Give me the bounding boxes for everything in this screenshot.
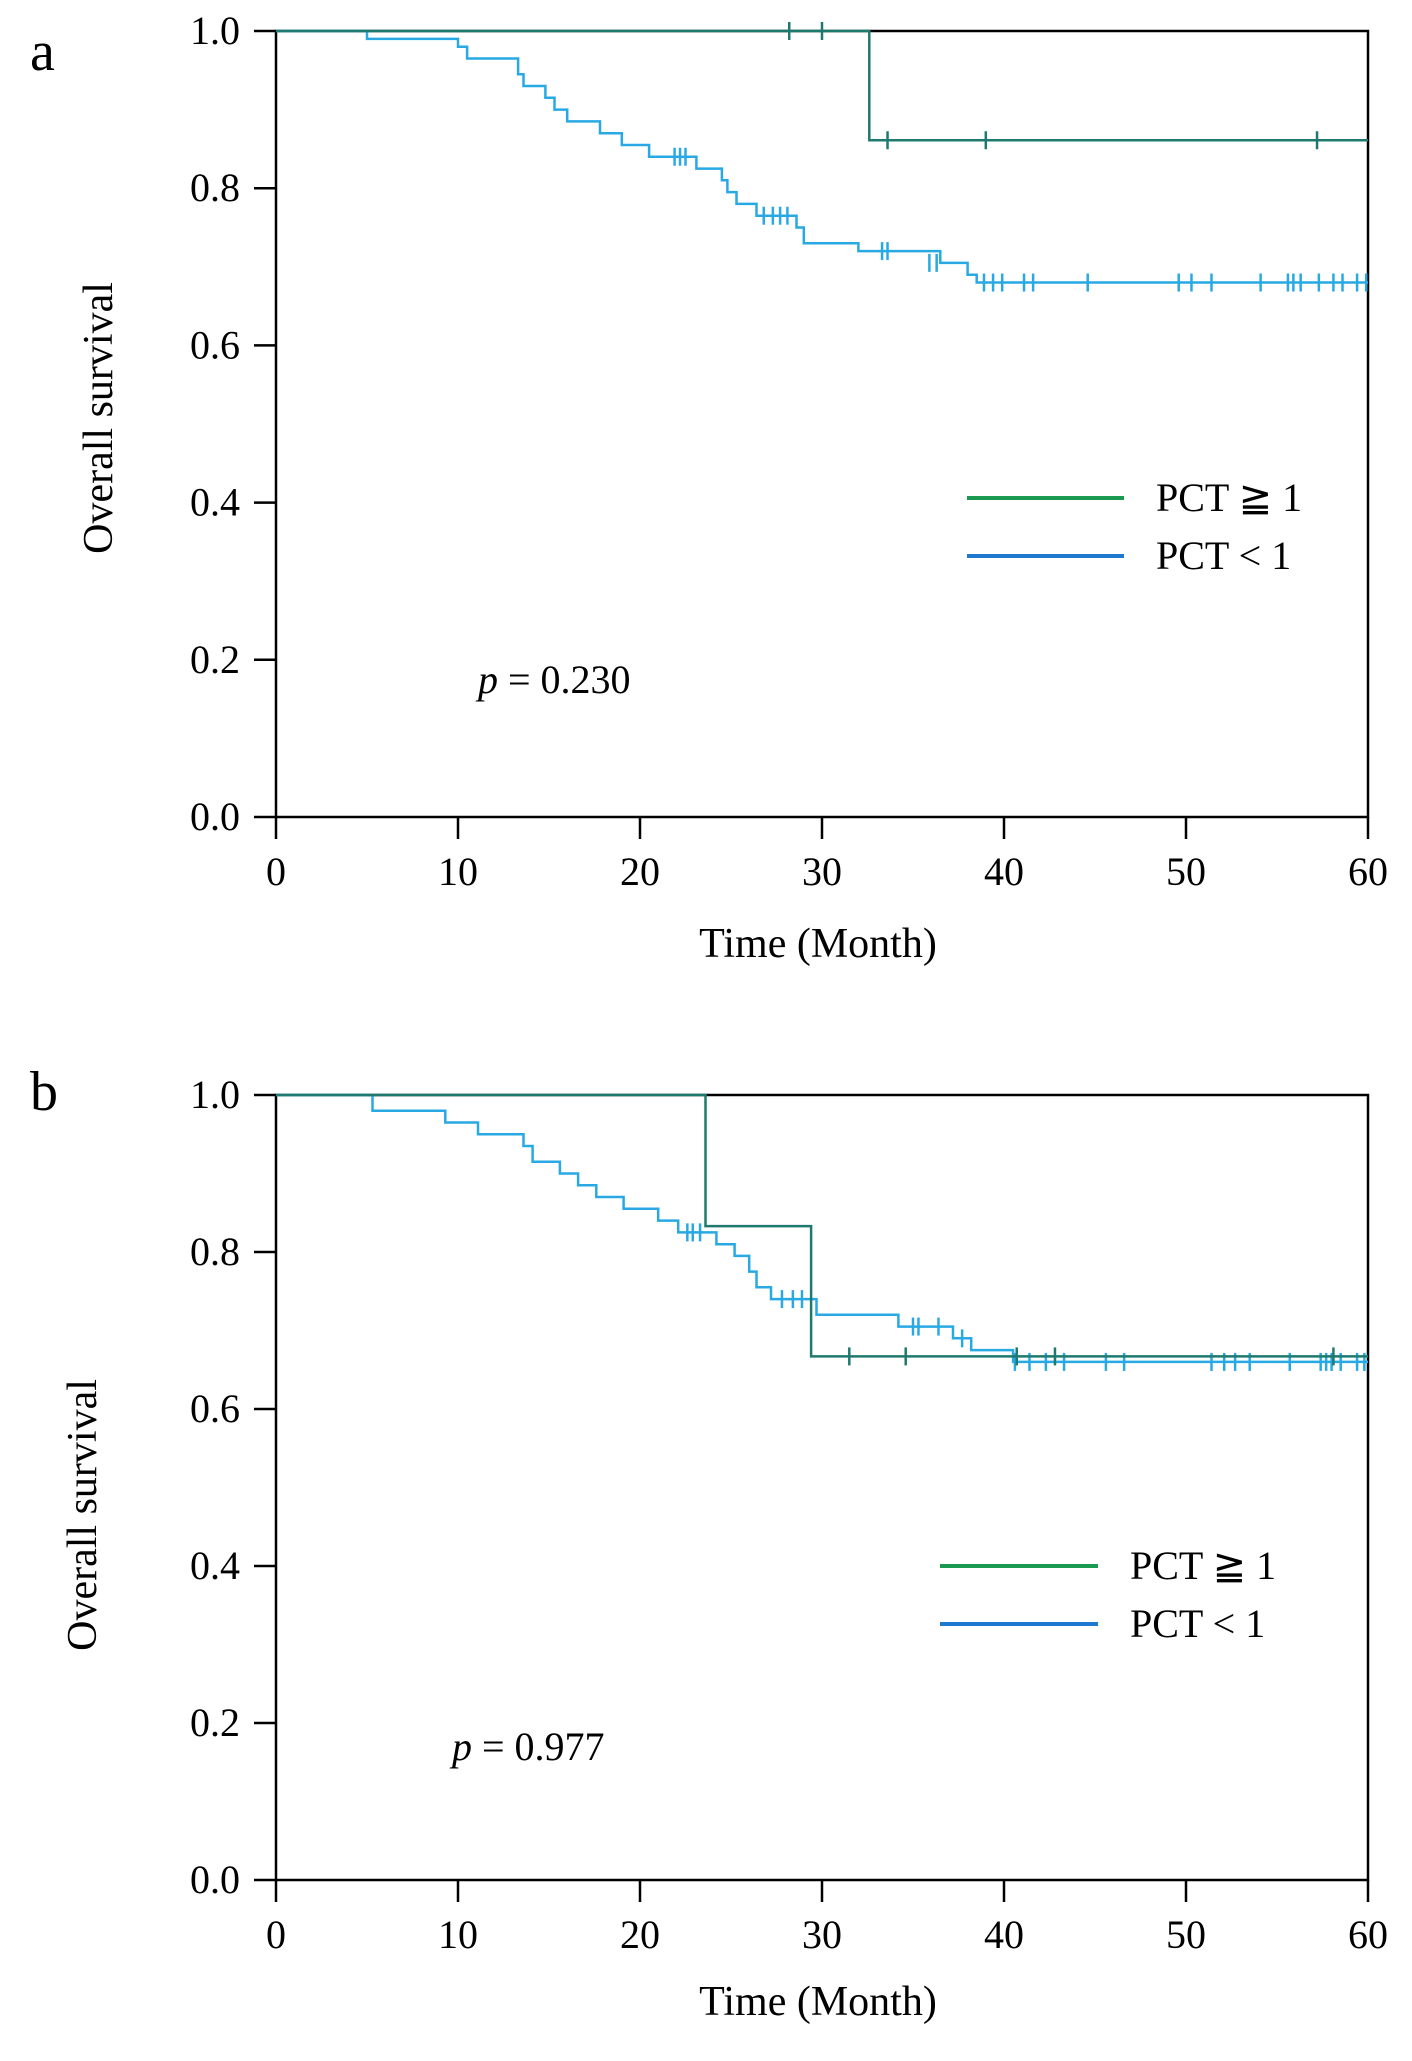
- panel-a-x-tick-label: 0: [266, 849, 286, 894]
- panel-b-legend-label-pct-high: PCT ≧ 1: [1130, 1543, 1276, 1588]
- panel-b-x-tick-label: 20: [620, 1912, 660, 1957]
- panel-a-y-axis: 0.0 0.2 0.4 0.6 0.8 1.0: [190, 8, 276, 839]
- panel-a-legend: PCT ≧ 1 PCT < 1: [967, 475, 1302, 578]
- panel-a-x-axis-title: Time (Month): [699, 921, 937, 967]
- panel-a-y-tick-label: 0.8: [190, 165, 240, 210]
- panel-a-y-axis-title: Overall survival: [76, 282, 122, 554]
- panel-a-p-symbol: p: [475, 657, 498, 702]
- panel-a-x-tick-label: 60: [1348, 849, 1388, 894]
- panel-b-y-tick-label: 0.2: [190, 1700, 240, 1745]
- panel-a-x-tick-label: 50: [1166, 849, 1206, 894]
- panel-b-x-tick-label: 30: [802, 1912, 842, 1957]
- panel-b-p-value: p = 0.977: [449, 1724, 605, 1769]
- panel-a-p-value: p = 0.230: [475, 657, 631, 702]
- panel-a-x-tick-label: 10: [438, 849, 478, 894]
- panel-b-y-axis-title: Overall survival: [60, 1379, 106, 1651]
- panel-a-letter: a: [30, 21, 55, 83]
- panel-b-legend-label-pct-low: PCT < 1: [1130, 1601, 1265, 1646]
- panel-b-y-tick-label: 0.0: [190, 1857, 240, 1902]
- panel-b-plot-frame: [274, 1093, 1370, 1882]
- panel-a-legend-label-pct-low: PCT < 1: [1156, 533, 1291, 578]
- panel-b-y-tick-label: 0.4: [190, 1543, 240, 1588]
- panel-b-y-tick-label: 1.0: [190, 1072, 240, 1117]
- panel-b-legend: PCT ≧ 1 PCT < 1: [940, 1543, 1276, 1646]
- panel-b-p-value-text: = 0.977: [482, 1724, 605, 1769]
- panel-b-y-axis: 0.0 0.2 0.4 0.6 0.8 1.0: [190, 1072, 276, 1902]
- panel-a-x-tick-label: 40: [984, 849, 1024, 894]
- panel-b-y-tick-label: 0.8: [190, 1229, 240, 1274]
- panel-a-survival-curve-pct-low: [276, 29, 1368, 284]
- panel-a-p-value-text: = 0.230: [508, 657, 631, 702]
- panel-a-plot-frame: [274, 29, 1370, 819]
- panel-b-y-tick-label: 0.6: [190, 1386, 240, 1431]
- panel-a-y-tick-label: 0.0: [190, 794, 240, 839]
- panel-a-legend-label-pct-high: PCT ≧ 1: [1156, 475, 1302, 520]
- panel-b-letter: b: [30, 1061, 58, 1123]
- panel-a-x-axis: 0 10 20 30 40 50 60: [266, 817, 1388, 894]
- panel-a-y-tick-label: 0.4: [190, 480, 240, 525]
- panel-b-survival-curve-pct-high: [276, 1093, 1368, 1358]
- panel-a-y-tick-label: 0.6: [190, 322, 240, 367]
- panel-b-series-layer: [276, 1093, 1368, 1371]
- panel-b-x-tick-label: 40: [984, 1912, 1024, 1957]
- panel-b-x-axis-title: Time (Month): [699, 1979, 937, 2025]
- panel-b-x-tick-label: 50: [1166, 1912, 1206, 1957]
- panel-b-x-tick-label: 0: [266, 1912, 286, 1957]
- panel-a-series-layer: [276, 22, 1368, 292]
- panel-b-x-axis: 0 10 20 30 40 50 60: [266, 1880, 1388, 1957]
- panel-a-x-tick-label: 30: [802, 849, 842, 894]
- panel-b-p-symbol: p: [449, 1724, 472, 1769]
- panel-a-chart: a 0.0 0.2 0.4 0.6 0.8 1.0 0 10 20 30 40 50 60 Overa…: [30, 8, 1388, 967]
- panel-b-x-tick-label: 10: [438, 1912, 478, 1957]
- panel-a-survival-curve-pct-high: [276, 29, 1368, 142]
- panel-b-chart: b 0.0 0.2 0.4 0.6 0.8 1.0 0 10 20 30 40 50 60 Overa…: [30, 1061, 1388, 2025]
- panel-b-survival-curve-pct-low: [276, 1093, 1368, 1364]
- panel-b-x-tick-label: 60: [1348, 1912, 1388, 1957]
- panel-a-y-tick-label: 0.2: [190, 637, 240, 682]
- panel-a-y-tick-label: 1.0: [190, 8, 240, 53]
- panel-a-x-tick-label: 20: [620, 849, 660, 894]
